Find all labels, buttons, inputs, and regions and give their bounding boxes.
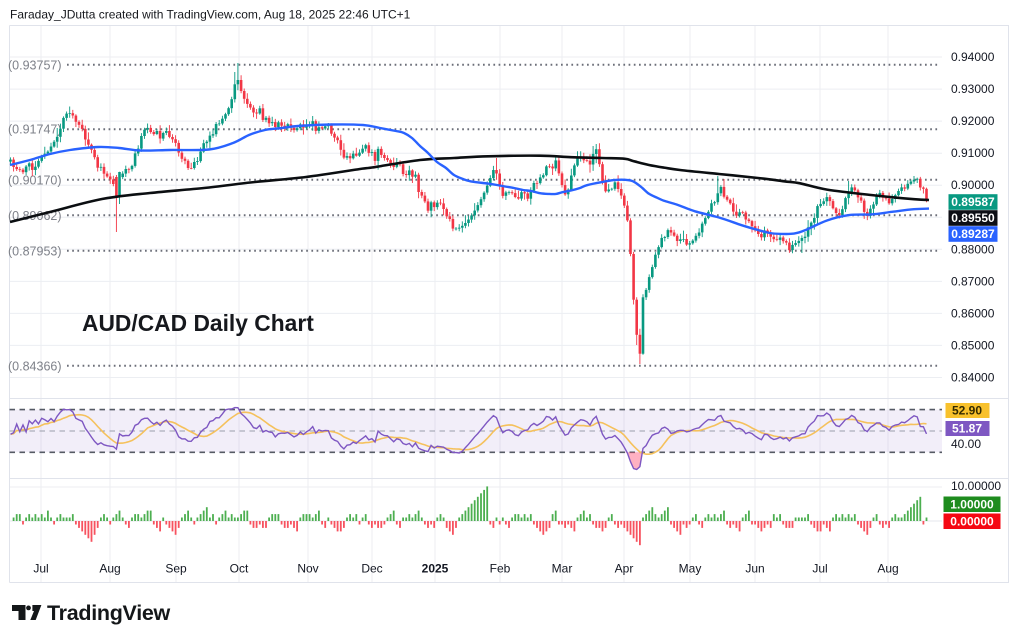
svg-text:Faraday_JDutta created with Tr: Faraday_JDutta created with TradingView.… <box>10 8 411 22</box>
svg-text:Feb: Feb <box>490 562 511 576</box>
svg-text:51.87: 51.87 <box>952 422 982 436</box>
svg-text:10.00000: 10.00000 <box>951 479 1001 493</box>
svg-text:(0.90170): (0.90170) <box>8 173 62 187</box>
svg-text:Oct: Oct <box>230 562 249 576</box>
svg-text:Jul: Jul <box>33 562 48 576</box>
svg-text:Apr: Apr <box>615 562 634 576</box>
svg-text:AUD/CAD Daily Chart: AUD/CAD Daily Chart <box>82 310 314 336</box>
svg-text:Jul: Jul <box>812 562 827 576</box>
svg-text:0.86000: 0.86000 <box>951 306 995 320</box>
svg-text:Aug: Aug <box>99 562 120 576</box>
svg-text:0.91000: 0.91000 <box>951 146 995 160</box>
svg-text:0.92000: 0.92000 <box>951 114 995 128</box>
svg-text:0.00000: 0.00000 <box>950 515 994 529</box>
svg-text:0.90000: 0.90000 <box>951 178 995 192</box>
svg-text:0.85000: 0.85000 <box>951 338 995 352</box>
svg-text:May: May <box>679 562 702 576</box>
svg-text:(0.91747): (0.91747) <box>8 123 62 137</box>
svg-text:Nov: Nov <box>297 562 318 576</box>
svg-text:0.84000: 0.84000 <box>951 371 995 385</box>
svg-text:Dec: Dec <box>361 562 382 576</box>
svg-text:2025: 2025 <box>422 562 449 576</box>
svg-text:0.93000: 0.93000 <box>951 82 995 96</box>
svg-text:TradingView: TradingView <box>47 601 171 625</box>
svg-text:0.89287: 0.89287 <box>951 227 995 241</box>
svg-text:Jun: Jun <box>745 562 764 576</box>
svg-text:0.87000: 0.87000 <box>951 274 995 288</box>
svg-text:52.90: 52.90 <box>952 404 982 418</box>
svg-text:1.00000: 1.00000 <box>950 498 994 512</box>
svg-text:(0.93757): (0.93757) <box>8 58 62 72</box>
svg-text:0.88000: 0.88000 <box>951 242 995 256</box>
svg-text:Aug: Aug <box>877 562 898 576</box>
svg-text:(0.87953): (0.87953) <box>8 244 62 258</box>
svg-text:(0.84366): (0.84366) <box>8 359 62 373</box>
svg-text:0.89550: 0.89550 <box>951 211 995 225</box>
svg-text:0.94000: 0.94000 <box>951 50 995 64</box>
svg-text:Mar: Mar <box>552 562 573 576</box>
svg-text:0.89587: 0.89587 <box>951 195 995 209</box>
svg-text:Sep: Sep <box>165 562 187 576</box>
svg-text:40.00: 40.00 <box>951 437 981 451</box>
